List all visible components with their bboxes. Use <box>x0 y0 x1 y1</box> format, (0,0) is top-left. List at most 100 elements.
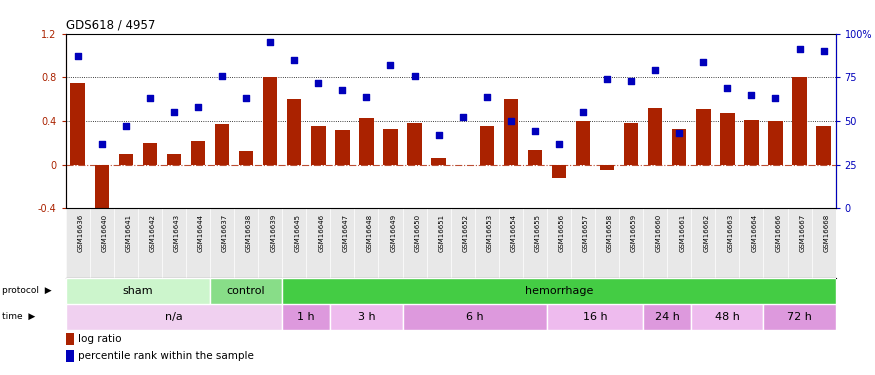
Point <box>720 85 734 91</box>
Bar <box>504 99 518 165</box>
Bar <box>547 304 643 330</box>
Text: 48 h: 48 h <box>715 312 739 322</box>
Point <box>408 73 422 79</box>
Bar <box>528 150 542 165</box>
Text: GSM16639: GSM16639 <box>270 214 276 252</box>
Bar <box>480 126 494 165</box>
Point <box>816 48 830 54</box>
Text: GSM16651: GSM16651 <box>438 214 444 252</box>
Text: GSM16656: GSM16656 <box>559 214 565 252</box>
Point <box>600 76 614 82</box>
Text: GSM16648: GSM16648 <box>367 214 373 252</box>
Text: GSM16661: GSM16661 <box>679 214 685 252</box>
Bar <box>143 143 158 165</box>
Bar <box>239 152 254 165</box>
Point <box>239 95 253 101</box>
Point <box>360 93 374 99</box>
Text: GSM16641: GSM16641 <box>126 214 132 252</box>
Bar <box>263 77 277 165</box>
Point <box>167 109 181 115</box>
Text: GSM16657: GSM16657 <box>583 214 589 252</box>
Point <box>143 95 157 101</box>
Text: GSM16666: GSM16666 <box>775 214 781 252</box>
Text: GSM16642: GSM16642 <box>150 214 156 252</box>
Text: GSM16638: GSM16638 <box>246 214 252 252</box>
Point <box>480 93 494 99</box>
Text: hemorrhage: hemorrhage <box>525 286 593 296</box>
Text: GSM16636: GSM16636 <box>78 214 84 252</box>
Text: GSM16659: GSM16659 <box>631 214 637 252</box>
Bar <box>793 77 807 165</box>
Bar <box>383 129 397 165</box>
Text: n/a: n/a <box>165 312 183 322</box>
Text: GSM16644: GSM16644 <box>198 214 204 252</box>
Bar <box>331 304 402 330</box>
Text: protocol  ▶: protocol ▶ <box>2 286 52 295</box>
Bar <box>287 99 301 165</box>
Bar <box>648 108 662 165</box>
Point <box>648 68 662 74</box>
Point <box>94 141 108 147</box>
Text: GSM16654: GSM16654 <box>511 214 517 252</box>
Bar <box>71 83 85 165</box>
Bar <box>600 165 614 170</box>
Text: GSM16663: GSM16663 <box>727 214 733 252</box>
Point <box>768 95 782 101</box>
Text: GSM16643: GSM16643 <box>174 214 180 252</box>
Text: sham: sham <box>123 286 153 296</box>
Point <box>624 78 638 84</box>
Bar <box>282 304 331 330</box>
Point <box>215 73 229 79</box>
Bar <box>66 333 74 345</box>
Text: GSM16658: GSM16658 <box>607 214 613 252</box>
Bar <box>552 165 566 178</box>
Text: GSM16668: GSM16668 <box>823 214 830 252</box>
Point <box>576 109 590 115</box>
Text: GSM16649: GSM16649 <box>390 214 396 252</box>
Point <box>696 58 710 64</box>
Point <box>119 123 133 129</box>
Text: time  ▶: time ▶ <box>2 312 35 321</box>
Bar <box>335 130 350 165</box>
Bar <box>816 126 831 165</box>
Text: GDS618 / 4957: GDS618 / 4957 <box>66 19 155 32</box>
Text: percentile rank within the sample: percentile rank within the sample <box>78 351 254 361</box>
Bar <box>672 129 687 165</box>
Text: GSM16652: GSM16652 <box>463 214 469 252</box>
Point <box>263 39 277 45</box>
Bar <box>720 113 735 165</box>
Text: 16 h: 16 h <box>583 312 607 322</box>
Bar <box>643 304 691 330</box>
Bar <box>745 120 759 165</box>
Text: GSM16647: GSM16647 <box>342 214 348 252</box>
Bar <box>191 141 206 165</box>
Bar <box>282 278 836 304</box>
Bar <box>691 304 763 330</box>
Bar <box>408 123 422 165</box>
Text: 6 h: 6 h <box>466 312 484 322</box>
Point <box>71 53 85 59</box>
Bar <box>402 304 547 330</box>
Bar <box>167 154 181 165</box>
Bar <box>763 304 836 330</box>
Point <box>528 128 542 134</box>
Bar <box>94 165 109 211</box>
Text: GSM16664: GSM16664 <box>752 214 758 252</box>
Text: 3 h: 3 h <box>358 312 375 322</box>
Text: GSM16655: GSM16655 <box>535 214 541 252</box>
Text: control: control <box>227 286 265 296</box>
Text: GSM16637: GSM16637 <box>222 214 228 252</box>
Bar <box>210 278 282 304</box>
Bar <box>66 304 282 330</box>
Bar <box>215 124 229 165</box>
Text: 24 h: 24 h <box>654 312 680 322</box>
Point <box>793 46 807 53</box>
Text: GSM16640: GSM16640 <box>102 214 108 252</box>
Text: 1 h: 1 h <box>298 312 315 322</box>
Bar <box>119 154 133 165</box>
Point <box>191 104 205 110</box>
Point <box>383 62 397 68</box>
Point <box>745 92 759 98</box>
Point <box>504 118 518 124</box>
Text: GSM16645: GSM16645 <box>294 214 300 252</box>
